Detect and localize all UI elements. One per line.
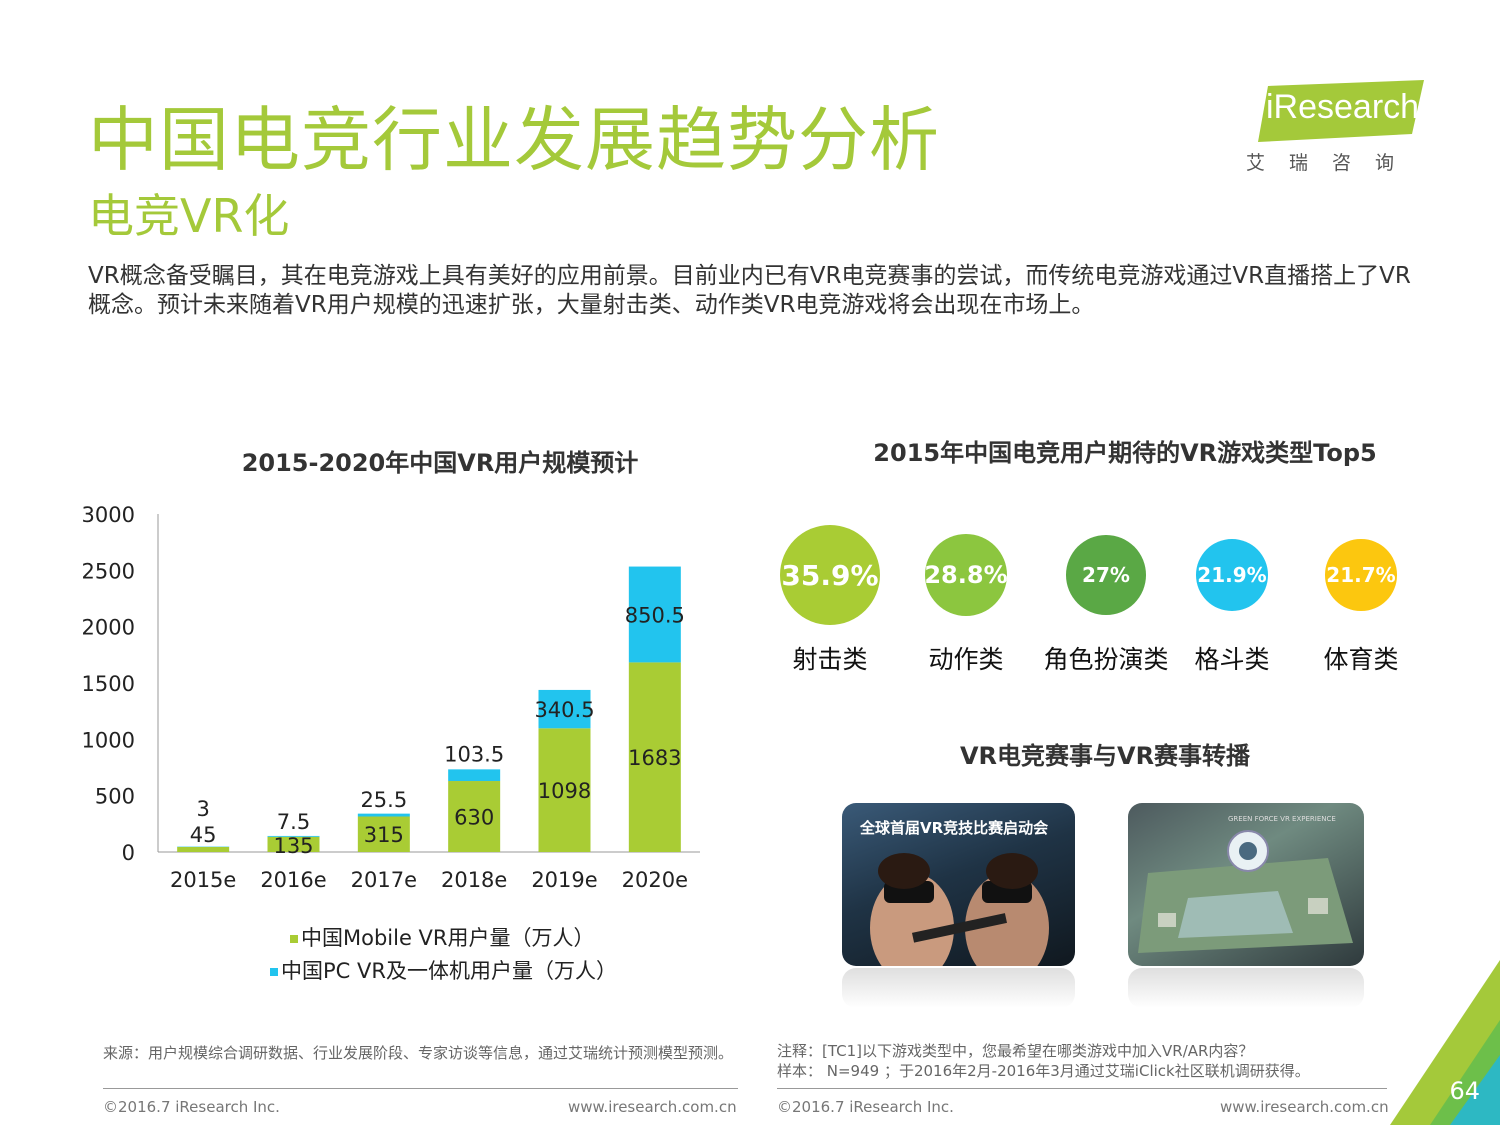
data-label-mobile: 1098: [538, 779, 591, 803]
data-label-pc: 103.5: [444, 742, 504, 766]
data-label-mobile: 45: [190, 823, 217, 847]
y-tick-label: 500: [95, 785, 135, 809]
page-subtitle: 电竞VR化: [88, 189, 290, 243]
page-title: 中国电竞行业发展趋势分析: [88, 99, 940, 181]
x-tick-label: 2016e: [260, 868, 326, 892]
footer-divider-left: [103, 1088, 738, 1089]
bubble: 28.8%: [924, 533, 1008, 617]
bubble-category-label: 体育类: [1323, 645, 1399, 674]
vr-players-illustration: [870, 853, 1049, 966]
legend-mobile-swatch: [290, 935, 298, 943]
bubble-category-label: 角色扮演类: [1043, 645, 1169, 674]
vr-broadcast-photo: GREEN FORCE VR EXPERIENCE: [1128, 803, 1364, 966]
legend-pc: 中国PC VR及一体机用户量（万人）: [270, 955, 617, 985]
vr-section-title: VR电竞赛事与VR赛事转播: [959, 742, 1251, 770]
source-note: 来源：用户规模综合调研数据、行业发展阶段、专家访谈等信息，通过艾瑞统计预测模型预…: [103, 1044, 734, 1062]
logo-shape: [1258, 80, 1424, 142]
vr-broadcast-photo-reflection: [1128, 968, 1364, 1008]
copyright-right: ©2016.7 iResearch Inc.: [777, 1098, 954, 1116]
copyright-left: ©2016.7 iResearch Inc.: [103, 1098, 280, 1116]
y-tick-label: 1500: [82, 672, 135, 696]
bubble: 27%: [1066, 535, 1146, 615]
legend-mobile: 中国Mobile VR用户量（万人）: [290, 922, 595, 952]
bubble: 21.9%: [1196, 539, 1268, 611]
bubble-category-label: 格斗类: [1194, 645, 1270, 674]
legend-pc-label: 中国PC VR及一体机用户量（万人）: [281, 959, 617, 983]
y-tick-label: 2500: [82, 559, 135, 583]
iresearch-logo: iResearch 艾瑞咨询: [1244, 78, 1424, 178]
vr-broadcast-photo-caption: GREEN FORCE VR EXPERIENCE: [1228, 815, 1336, 823]
vr-game-type-bubbles: 35.9% 射击类 28.8% 动作类 27% 角色扮演类 21.9% 格斗类 21.7% 体育类: [780, 525, 1399, 674]
bar-pc: [267, 835, 320, 837]
url-left[interactable]: www.iresearch.com.cn: [568, 1098, 737, 1116]
data-label-pc: 25.5: [360, 788, 407, 812]
sample-note: 样本： N=949 ；于2016年2月-2016年3月通过艾瑞iClick社区联…: [777, 1062, 1310, 1080]
bubble: 21.7%: [1325, 539, 1397, 611]
chart1-title: 2015-2020年中国VR用户规模预计: [241, 449, 639, 477]
data-label-mobile: 1683: [628, 746, 681, 770]
x-tick-label: 2015e: [170, 868, 236, 892]
data-label-pc: 7.5: [277, 810, 310, 834]
bar-pc: [628, 566, 681, 663]
data-label-mobile: 315: [364, 823, 404, 847]
y-tick-label: 3000: [82, 503, 135, 527]
x-tick-label: 2017e: [351, 868, 417, 892]
bubble-category-label: 射击类: [792, 645, 868, 674]
chart2-title: 2015年中国电竞用户期待的VR游戏类型Top5: [873, 439, 1377, 467]
logo-cn-text: 艾瑞咨询: [1246, 152, 1419, 174]
bar-mobile: [448, 781, 501, 852]
data-label-mobile: 630: [454, 806, 494, 830]
vr-event-photo-caption: 全球首届VR竞技比赛启动会: [860, 819, 1049, 837]
data-label-pc: 3: [196, 797, 209, 821]
bar-pc: [448, 769, 501, 782]
question-note: 注释：[TC1]以下游戏类型中，您最希望在哪类游戏中加入VR/AR内容？: [777, 1042, 1254, 1060]
bubble-category-label: 动作类: [928, 645, 1004, 674]
corner-decoration: [1390, 960, 1500, 1125]
intro-paragraph: VR概念备受瞩目，其在电竞游戏上具有美好的应用前景。目前业内已有VR电竞赛事的尝…: [88, 263, 1411, 318]
legend-pc-swatch: [270, 968, 278, 976]
url-right[interactable]: www.iresearch.com.cn: [1220, 1098, 1389, 1116]
bar-mobile: [357, 816, 410, 852]
y-tick-label: 1000: [82, 728, 135, 752]
footer-divider-right: [777, 1088, 1387, 1089]
bar-pc: [357, 813, 410, 817]
vr-map-illustration: [1138, 830, 1353, 953]
bubble: 35.9%: [780, 525, 880, 625]
y-tick-label: 0: [122, 841, 135, 865]
x-tick-label: 2020e: [622, 868, 688, 892]
bar-mobile: [267, 836, 320, 852]
legend-mobile-label: 中国Mobile VR用户量（万人）: [301, 926, 595, 950]
bar-mobile: [628, 662, 681, 852]
y-tick-label: 2000: [82, 616, 135, 640]
bar-pc: [538, 689, 591, 729]
data-label-mobile: 135: [273, 834, 313, 858]
data-label-pc: 340.5: [534, 698, 594, 722]
vr-users-bar-chart: 0 500 1000 1500 2000 2500 3000 2015e 453 2016e 135…: [82, 503, 700, 892]
vr-event-photo-reflection: [842, 968, 1075, 1008]
bar-mobile: [538, 728, 591, 852]
x-tick-label: 2018e: [441, 868, 507, 892]
bar-mobile: [177, 846, 230, 852]
page-number: 64: [1449, 1077, 1480, 1105]
data-label-pc: 850.5: [625, 603, 685, 627]
x-tick-label: 2019e: [531, 868, 597, 892]
logo-text: iResearch: [1266, 88, 1420, 126]
vr-event-photo: 全球首届VR竞技比赛启动会: [842, 803, 1075, 966]
